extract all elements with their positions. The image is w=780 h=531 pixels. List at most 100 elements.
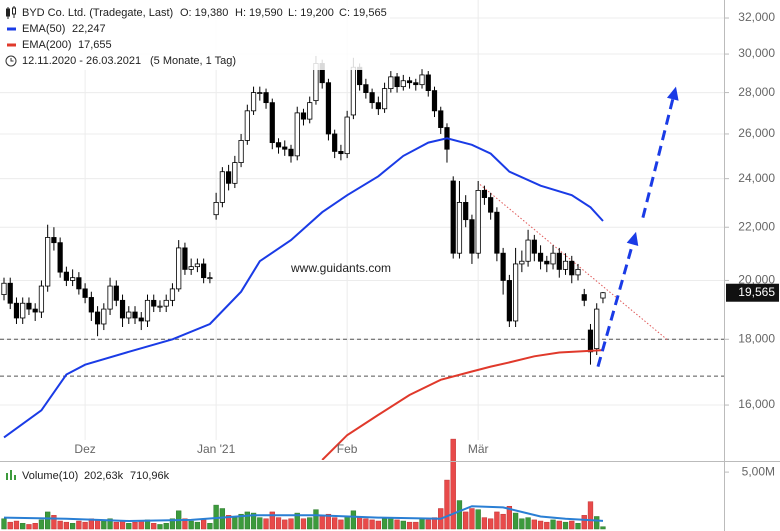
volume-bar <box>575 523 581 530</box>
x-tick-label: Mär <box>468 442 489 456</box>
candle-body <box>51 237 57 244</box>
candle-body <box>431 90 438 112</box>
clock-icon <box>5 55 17 67</box>
legend-value: 22,247 <box>72 23 106 35</box>
legend-bg <box>0 0 390 70</box>
candle-body <box>7 282 13 304</box>
volume-bar <box>225 515 232 530</box>
volume-bar <box>300 518 307 530</box>
candle-body <box>244 110 250 141</box>
candle-body <box>381 88 388 110</box>
price-pane <box>0 55 724 460</box>
volume-bar <box>13 520 20 530</box>
candle-body <box>132 311 138 319</box>
volume-bar <box>581 515 587 530</box>
candle-body <box>406 80 413 84</box>
candle-body <box>282 146 288 150</box>
volume-bar <box>344 516 350 530</box>
candle-body <box>126 311 132 319</box>
volume-bar <box>7 521 13 530</box>
candle-body <box>469 219 475 254</box>
candle-body <box>456 202 463 254</box>
candle-body <box>207 277 213 280</box>
candle-body <box>513 263 519 322</box>
candle-body <box>219 171 225 203</box>
volume-bar <box>119 520 126 530</box>
volume-bar <box>381 518 388 530</box>
candle-body <box>101 308 107 325</box>
volume-bar <box>57 520 63 530</box>
arrow-head <box>666 86 679 101</box>
volume-bar <box>219 508 226 530</box>
arrow-shaft <box>641 98 675 219</box>
legend: BYD Co. Ltd. (Tradegate, Last) O: 19,380… <box>0 0 390 70</box>
volume-bar <box>594 516 600 530</box>
candle-body <box>394 76 400 88</box>
candle-body <box>163 299 169 307</box>
candle-body <box>594 308 600 350</box>
candle-body <box>20 302 26 319</box>
volume-bar <box>275 517 282 530</box>
volume-bar <box>400 520 406 530</box>
volume-bar <box>525 517 531 530</box>
volume-bar <box>307 517 313 530</box>
candle-body <box>70 277 76 281</box>
candle-body <box>562 260 569 270</box>
volume-bar <box>182 518 188 530</box>
volume-bar <box>469 508 475 530</box>
volume-bar <box>94 519 101 530</box>
volume-bar <box>519 518 525 530</box>
legend-name: EMA(200) <box>22 39 72 51</box>
candle-body <box>388 76 394 90</box>
candle-body <box>550 252 556 265</box>
candle-icon <box>6 6 16 19</box>
volume-bar <box>238 513 244 530</box>
candle-body <box>581 294 587 301</box>
candle-body <box>369 92 375 104</box>
x-tick-label: Jan '21 <box>197 442 236 456</box>
y-tick-label: 24,000 <box>738 171 775 185</box>
last-price-tag <box>726 283 779 302</box>
candle-body <box>506 280 512 322</box>
candle-body <box>269 102 275 144</box>
volume-bar <box>537 520 544 530</box>
candle-body <box>201 263 207 279</box>
volume-bar <box>569 520 575 530</box>
volume-bar <box>531 519 537 530</box>
candle-body <box>481 190 488 198</box>
legend-name: EMA(50) <box>22 23 65 35</box>
candle-body <box>463 202 469 221</box>
volume-bar <box>232 517 238 530</box>
volume-bar <box>338 519 344 530</box>
candle-body <box>213 202 219 216</box>
candle-body <box>32 308 38 313</box>
volume-bar <box>63 521 70 530</box>
volume-bar <box>488 518 494 530</box>
candle-body <box>57 242 63 273</box>
volume-bar <box>550 519 556 530</box>
volume-bar <box>163 523 169 530</box>
volume-bar <box>200 519 207 530</box>
trend-line <box>479 184 669 341</box>
candle-body <box>556 252 562 270</box>
volume-legend: Volume(10) 202,63k 710,96k <box>6 470 170 482</box>
volume-bar <box>313 509 319 530</box>
arrow-head <box>626 231 639 246</box>
candle-body <box>275 142 282 148</box>
volume-bar <box>51 515 57 530</box>
candle-body <box>494 211 500 254</box>
volume-bar <box>475 509 481 530</box>
volume-bar <box>45 511 51 530</box>
volume-bar <box>250 512 257 530</box>
volume-bar <box>369 519 375 530</box>
candle-body <box>450 180 456 254</box>
volume-bar <box>419 518 425 530</box>
volume-bar <box>207 523 213 530</box>
volume-bar <box>282 519 288 530</box>
candle-body <box>350 66 356 116</box>
candle-body <box>307 102 313 120</box>
ema-line <box>3 137 604 439</box>
volume-bar <box>38 519 45 530</box>
candle-body <box>107 285 113 310</box>
volume-bar <box>425 519 431 530</box>
